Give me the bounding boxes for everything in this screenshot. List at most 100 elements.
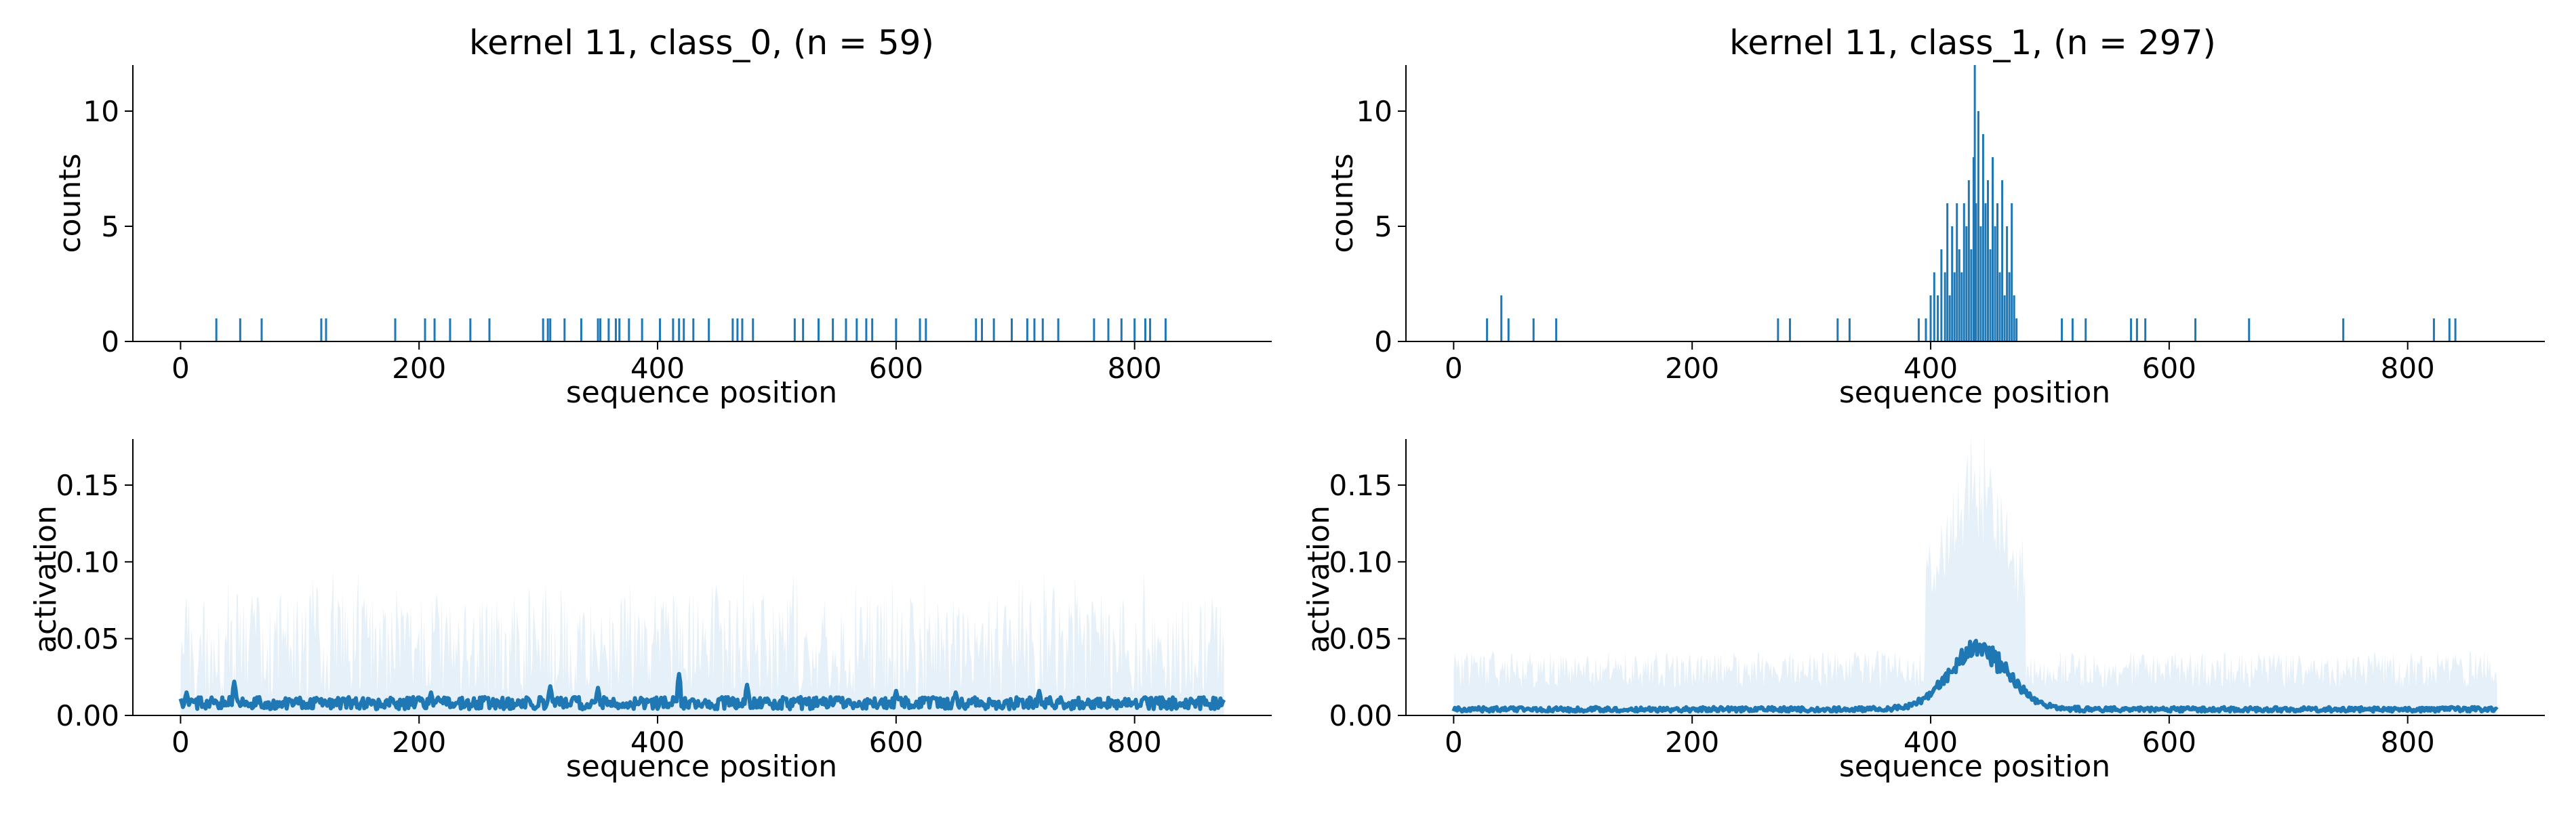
x-tick-label: 400 xyxy=(1904,352,1958,385)
y-tick-label: 0.05 xyxy=(56,623,119,656)
panel-activation-class1: 0 200 400 600 800 0.00 0.05 0.10 0.15 sequence … xyxy=(1302,432,2545,784)
activation-mean-trace xyxy=(1451,638,2499,714)
histogram-bar xyxy=(2061,318,2064,341)
histogram-bar xyxy=(856,318,858,341)
histogram-bar xyxy=(1981,134,1984,341)
x-tick-label: 400 xyxy=(630,726,685,759)
histogram-bar xyxy=(2015,318,2018,341)
histogram-bar xyxy=(424,318,426,341)
histogram-bar xyxy=(2001,180,2004,341)
x-tick-label: 200 xyxy=(1665,726,1719,759)
y-axis-label: activation xyxy=(28,505,63,653)
panel-histogram-class1: kernel 11, class_1, (n = 297) 0 200 400 600… xyxy=(1325,23,2545,410)
histogram-bar xyxy=(1041,318,1044,341)
histogram-bar xyxy=(1992,157,1994,341)
histogram-bar xyxy=(1925,318,1927,341)
histogram-bars xyxy=(1486,65,2457,341)
histogram-bar xyxy=(546,318,549,341)
y-axis-ticks: 0.00 0.05 0.10 0.15 xyxy=(1329,469,1406,732)
histogram-bar xyxy=(2071,318,2074,341)
histogram-bar xyxy=(1989,249,1992,341)
y-tick-label: 0.10 xyxy=(1329,545,1392,579)
y-tick-label: 10 xyxy=(1356,95,1392,128)
histogram-bar xyxy=(1998,272,2001,341)
histogram-bar xyxy=(641,318,643,341)
x-tick-label: 200 xyxy=(392,352,446,385)
histogram-bar xyxy=(2003,295,2006,341)
histogram-bar xyxy=(793,318,796,341)
histogram-bar xyxy=(1933,272,1935,341)
histogram-bar xyxy=(2342,318,2345,341)
x-tick-label: 0 xyxy=(1445,352,1463,385)
histogram-bar xyxy=(1788,318,1791,341)
panel-title: kernel 11, class_0, (n = 59) xyxy=(469,23,934,62)
y-tick-label: 0.00 xyxy=(56,699,119,732)
histogram-bar xyxy=(865,318,868,341)
histogram-bar xyxy=(1951,226,1954,341)
histogram-bar xyxy=(2454,318,2457,341)
histogram-bar xyxy=(1977,111,1979,341)
histogram-bar xyxy=(1917,318,1920,341)
y-axis-label: activation xyxy=(1302,505,1336,653)
y-tick-label: 0.15 xyxy=(1329,469,1392,502)
activation-mean-trace xyxy=(178,671,1226,711)
histogram-bar xyxy=(607,318,610,341)
histogram-bar xyxy=(752,318,754,341)
histogram-bar xyxy=(1164,318,1167,341)
histogram-bar xyxy=(2248,318,2251,341)
histogram-bar xyxy=(2006,226,2009,341)
y-tick-label: 0.05 xyxy=(1329,623,1392,656)
x-tick-label: 800 xyxy=(1108,726,1162,759)
x-tick-label: 0 xyxy=(172,352,190,385)
x-axis-ticks: 0 200 400 600 800 xyxy=(1445,715,2435,759)
histogram-bar xyxy=(1057,318,1060,341)
y-axis-ticks: 0 5 10 xyxy=(1356,95,1406,358)
histogram-bar xyxy=(818,318,820,341)
histogram-bar xyxy=(2085,318,2087,341)
histogram-bar xyxy=(708,318,710,341)
histogram-bar xyxy=(1953,272,1956,341)
histogram-bar xyxy=(1848,318,1851,341)
histogram-bar xyxy=(802,318,805,341)
histogram-bar xyxy=(239,318,241,341)
y-tick-label: 5 xyxy=(101,210,119,243)
histogram-bar xyxy=(992,318,995,341)
y-tick-label: 0.00 xyxy=(1329,699,1392,732)
histogram-bar xyxy=(1777,318,1779,341)
histogram-bar xyxy=(871,318,874,341)
histogram-bar xyxy=(1965,226,1968,341)
x-tick-label: 200 xyxy=(392,726,446,759)
histogram-bar xyxy=(1107,318,1110,341)
histogram-bar xyxy=(1963,203,1965,341)
x-tick-label: 600 xyxy=(2142,726,2196,759)
histogram-bar xyxy=(433,318,436,341)
histogram-bar xyxy=(1940,249,1943,341)
histogram-bar xyxy=(549,318,552,341)
histogram-bar xyxy=(260,318,263,341)
histogram-bar xyxy=(678,318,681,341)
histogram-bar xyxy=(2194,318,2197,341)
x-axis-label: sequence position xyxy=(566,749,837,784)
histogram-bar xyxy=(469,318,472,341)
y-tick-label: 0.10 xyxy=(56,545,119,579)
x-tick-label: 600 xyxy=(869,352,923,385)
histogram-bar xyxy=(488,318,491,341)
histogram-bar xyxy=(692,318,695,341)
histogram-bar xyxy=(449,318,451,341)
x-tick-label: 400 xyxy=(1904,726,1958,759)
y-tick-label: 0.15 xyxy=(56,469,119,502)
histogram-bar xyxy=(1960,272,1963,341)
activation-band xyxy=(180,570,1224,715)
x-tick-label: 800 xyxy=(1108,352,1162,385)
x-tick-label: 400 xyxy=(630,352,685,385)
histogram-bar xyxy=(731,318,734,341)
histogram-bar xyxy=(1093,318,1095,341)
histogram-bar xyxy=(628,318,630,341)
histogram-bar xyxy=(1948,295,1951,341)
x-tick-label: 600 xyxy=(2142,352,2196,385)
histogram-bar xyxy=(320,318,323,341)
histogram-bar xyxy=(1937,295,1939,341)
x-tick-label: 0 xyxy=(172,726,190,759)
activation-band xyxy=(1453,432,2497,715)
